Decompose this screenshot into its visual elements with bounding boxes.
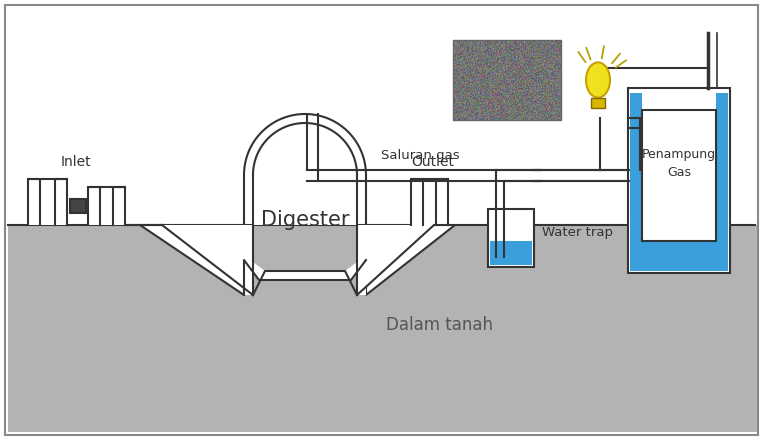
Text: Inlet: Inlet xyxy=(61,155,92,169)
Polygon shape xyxy=(140,114,455,295)
Bar xyxy=(628,88,730,273)
Ellipse shape xyxy=(586,62,610,98)
Bar xyxy=(28,179,67,225)
Bar xyxy=(630,93,642,241)
Text: Outlet: Outlet xyxy=(411,155,455,169)
Bar xyxy=(490,241,532,265)
Text: Digester: Digester xyxy=(261,210,349,230)
Text: Dalam tanah: Dalam tanah xyxy=(387,316,494,334)
Bar xyxy=(630,229,728,271)
Text: Penampung
Gas: Penampung Gas xyxy=(642,147,716,179)
Bar xyxy=(716,93,728,241)
Bar xyxy=(8,225,757,432)
Text: Saluran gas: Saluran gas xyxy=(381,149,459,162)
Polygon shape xyxy=(244,262,366,295)
Polygon shape xyxy=(162,123,434,295)
Bar xyxy=(591,98,605,108)
Bar xyxy=(88,187,125,225)
Bar xyxy=(488,209,534,267)
Bar xyxy=(453,40,561,120)
Bar xyxy=(70,199,86,213)
Bar xyxy=(642,110,716,241)
Text: Water trap: Water trap xyxy=(542,226,613,238)
Bar xyxy=(411,179,448,225)
